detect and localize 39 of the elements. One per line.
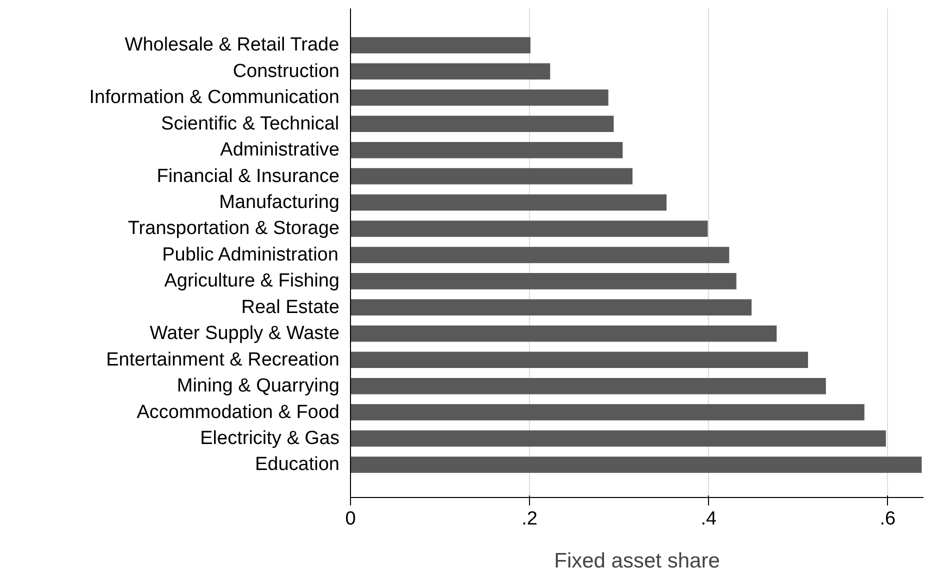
y-tick-label: Electricity & Gas xyxy=(200,428,340,450)
bar xyxy=(350,37,530,54)
y-tick-label: Education xyxy=(254,454,340,476)
y-tick-label: Wholesale & Retail Trade xyxy=(124,34,340,56)
y-tick-label: Agriculture & Fishing xyxy=(164,270,340,292)
y-tick-label: Construction xyxy=(232,60,340,82)
bar xyxy=(350,378,826,394)
bar xyxy=(350,299,752,316)
y-tick-label: Administrative xyxy=(220,140,340,161)
y-tick-label: Accommodation & Food xyxy=(136,402,340,423)
y-tick-label: Real Estate xyxy=(241,296,340,318)
bar xyxy=(350,168,633,184)
x-tick-label: .6 xyxy=(880,508,896,530)
bar xyxy=(350,404,864,420)
y-tick-label: Scientific & Technical xyxy=(161,113,340,134)
bar xyxy=(350,352,808,368)
y-tick-label: Water Supply & Waste xyxy=(150,323,340,344)
bar xyxy=(350,430,886,447)
x-tick-label: 0 xyxy=(345,508,356,530)
bar xyxy=(350,456,922,473)
bar xyxy=(350,116,614,132)
y-tick-label: Information & Communication xyxy=(89,87,340,108)
y-tick-label: Public Administration xyxy=(162,244,338,266)
y-tick-label: Mining & Quarrying xyxy=(176,376,340,397)
bar xyxy=(350,90,608,106)
y-tick-label: Entertainment & Recreation xyxy=(106,349,340,370)
bar xyxy=(350,220,708,237)
x-tick-label: .2 xyxy=(522,508,538,530)
bar xyxy=(350,142,623,158)
bar xyxy=(350,273,736,290)
x-axis-title: Fixed asset share xyxy=(554,550,720,572)
bar xyxy=(350,194,667,211)
bar xyxy=(350,63,550,80)
y-tick-label: Financial & Insurance xyxy=(156,166,340,187)
x-tick-label: .4 xyxy=(700,508,717,530)
bar xyxy=(350,326,777,342)
y-tick-label: Manufacturing xyxy=(219,192,340,214)
y-tick-label: Transportation & Storage xyxy=(128,218,340,240)
bar xyxy=(350,246,730,264)
